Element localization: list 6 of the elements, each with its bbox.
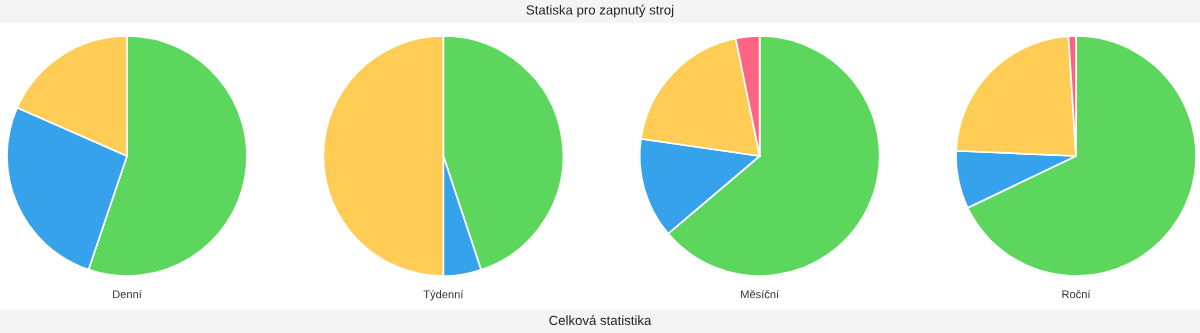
text: Týdenní — [423, 289, 464, 301]
text: Denní — [113, 289, 142, 299]
text: Statiska pro zapnutý stroj — [526, 4, 674, 18]
text: Celková statistika — [549, 315, 652, 326]
text: Měsíční — [741, 289, 780, 299]
text: Roční — [1062, 289, 1091, 299]
